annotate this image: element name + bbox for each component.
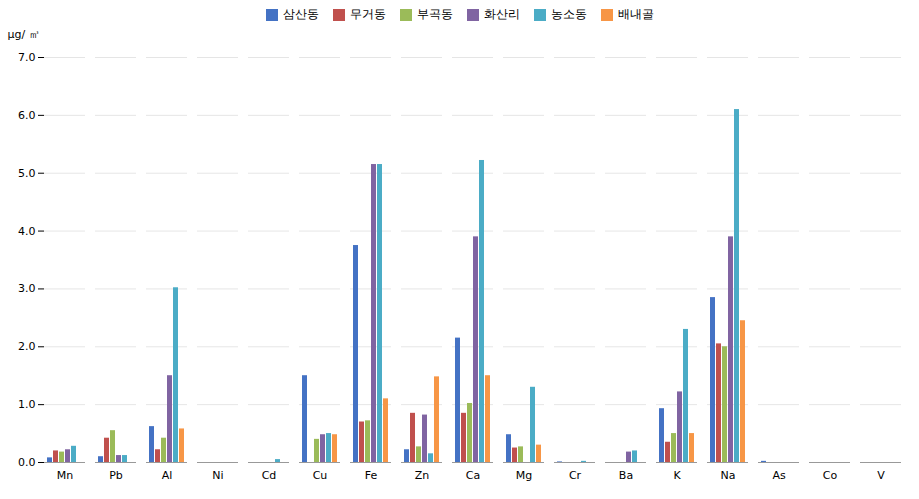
svg-text:Ni: Ni — [212, 469, 223, 482]
svg-text:V: V — [877, 469, 885, 482]
html-text:삼산동: 삼산동 — [282, 7, 319, 21]
svg-text:Cr: Cr — [569, 469, 582, 482]
svg-text:5.0: 5.0 — [18, 167, 36, 180]
svg-text:μg/ ㎥: μg/ ㎥ — [8, 28, 40, 41]
svg-text:3.0: 3.0 — [18, 282, 36, 295]
svg-text:K: K — [673, 469, 681, 482]
svg-text:Zn: Zn — [415, 469, 430, 482]
svg-text:Ba: Ba — [619, 469, 633, 482]
svg-text:As: As — [772, 469, 786, 482]
svg-text:0.0: 0.0 — [18, 456, 36, 469]
svg-text:Co: Co — [823, 469, 838, 482]
svg-text:Al: Al — [162, 469, 173, 482]
svg-text:Na: Na — [721, 469, 736, 482]
svg-text:4.0: 4.0 — [18, 225, 36, 238]
svg-text:Ca: Ca — [466, 469, 480, 482]
html-text:배내골: 배내골 — [617, 7, 654, 21]
svg-text:Pb: Pb — [109, 469, 123, 482]
svg-text:6.0: 6.0 — [18, 109, 36, 122]
svg-text:Mg: Mg — [516, 469, 532, 482]
svg-text:1.0: 1.0 — [18, 398, 36, 411]
html-text:부곡동: 부곡동 — [416, 7, 453, 21]
html-text:농소동: 농소동 — [550, 7, 587, 21]
svg-text:Fe: Fe — [365, 469, 378, 482]
svg-text:Cd: Cd — [262, 469, 277, 482]
svg-text:Cu: Cu — [313, 469, 328, 482]
html-text:화산리: 화산리 — [483, 7, 520, 21]
svg-text:2.0: 2.0 — [18, 340, 36, 353]
svg-text:7.0: 7.0 — [18, 51, 36, 64]
svg-text:Mn: Mn — [57, 469, 73, 482]
html-text:무거동: 무거동 — [349, 7, 386, 21]
